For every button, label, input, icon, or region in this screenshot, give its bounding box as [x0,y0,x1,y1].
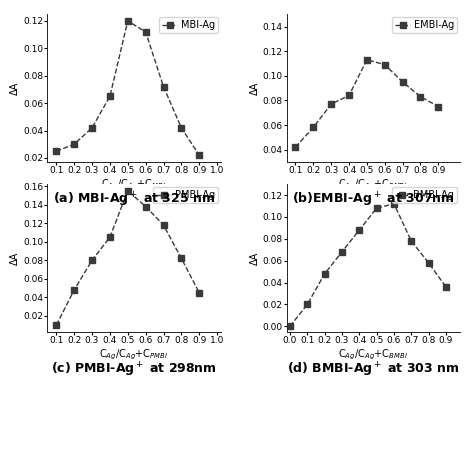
Y-axis label: ΔA: ΔA [249,82,259,95]
Legend: EMBI-Ag: EMBI-Ag [392,17,457,33]
X-axis label: C$_{Ag}$/C$_{Ag}$+C$_{PMBI}$: C$_{Ag}$/C$_{Ag}$+C$_{PMBI}$ [100,348,169,362]
Text: (c) PMBI-Ag$^+$ at 298nm: (c) PMBI-Ag$^+$ at 298nm [51,360,217,379]
Y-axis label: ΔA: ΔA [10,82,20,95]
Legend: PMBI-Ag: PMBI-Ag [153,187,218,203]
Y-axis label: ΔA: ΔA [10,251,20,264]
Text: (d) BMBI-Ag$^+$ at 303 nm: (d) BMBI-Ag$^+$ at 303 nm [287,360,459,379]
Legend: BMBI-Ag: BMBI-Ag [392,187,457,203]
X-axis label: C$_{Ag}$/C$_{Ag}$+C$_{EMBI}$: C$_{Ag}$/C$_{Ag}$+C$_{EMBI}$ [338,178,408,192]
Y-axis label: ΔA: ΔA [249,251,259,264]
Text: (a) MBI-Ag$^+$ at 325 nm: (a) MBI-Ag$^+$ at 325 nm [53,191,215,209]
X-axis label: C$_{Ag}$/C$_{Ag}$+C$_{BMBI}$: C$_{Ag}$/C$_{Ag}$+C$_{BMBI}$ [338,348,408,362]
Legend: MBI-Ag: MBI-Ag [159,17,218,33]
X-axis label: C$_{Ag}$/C$_{Ag}$+C$_{MBI}$: C$_{Ag}$/C$_{Ag}$+C$_{MBI}$ [101,178,167,192]
Text: (b)EMBI-Ag$^+$ at 307nm: (b)EMBI-Ag$^+$ at 307nm [292,191,455,209]
